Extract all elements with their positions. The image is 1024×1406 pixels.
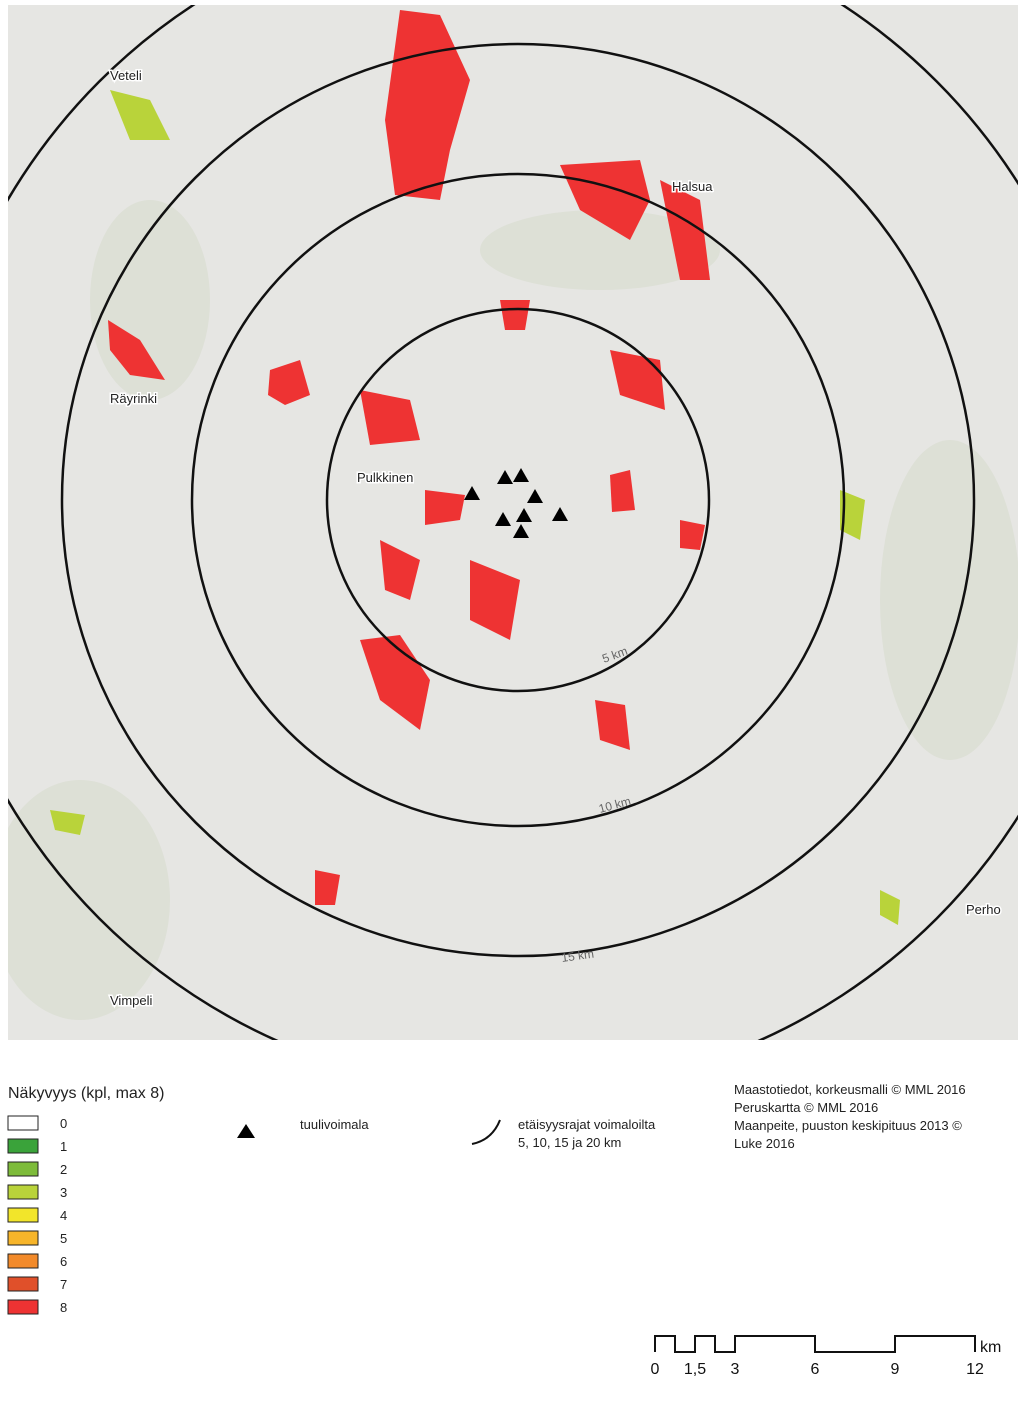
scale-label: 1,5 — [684, 1361, 706, 1378]
credit: Maanpeite, puuston keskipituus 2013 © — [734, 1118, 962, 1133]
scale-bar — [654, 1335, 976, 1353]
legend-label: 2 — [60, 1162, 67, 1177]
terrain — [8, 200, 1018, 1020]
legend-label: 3 — [60, 1185, 67, 1200]
legend-swatch — [7, 1161, 39, 1177]
legend-label: 6 — [60, 1254, 67, 1269]
legend-label: tuulivoimala — [300, 1117, 369, 1132]
legend-label: 7 — [60, 1277, 67, 1292]
turbine — [495, 512, 511, 526]
legend-swatch — [7, 1276, 39, 1292]
scale-label: 6 — [811, 1361, 820, 1378]
turbine — [497, 470, 513, 484]
legend-label: 5, 10, 15 ja 20 km — [518, 1135, 621, 1150]
legend-swatch — [7, 1207, 39, 1223]
legend-swatch — [7, 1138, 39, 1154]
legend-items: 0 1 2 3 4 5 6 7 8 — [7, 1115, 67, 1315]
credit: Peruskartta © MML 2016 — [734, 1100, 878, 1115]
legend-label: 0 — [60, 1116, 67, 1131]
map-layer: Veteli Halsua Räyrinki Pulkkinen Perho V… — [8, 5, 1018, 1040]
ring-label: 15 km — [560, 947, 594, 965]
turbine — [464, 486, 480, 500]
legend-swatch — [7, 1230, 39, 1246]
place-label: Räyrinki — [110, 391, 157, 406]
place-label: Perho — [966, 902, 1001, 917]
turbine — [527, 489, 543, 503]
place-label: Vimpeli — [110, 993, 153, 1008]
legend-label: 8 — [60, 1300, 67, 1315]
credit: Luke 2016 — [734, 1136, 795, 1151]
legend-swatch — [7, 1253, 39, 1269]
ring-symbol — [471, 1119, 501, 1145]
scale-label: 3 — [731, 1361, 740, 1378]
legend-label: 5 — [60, 1231, 67, 1246]
legend-label: etäisyysrajat voimaloilta — [518, 1117, 656, 1132]
turbine — [513, 524, 529, 538]
legend-label: 1 — [60, 1139, 67, 1154]
legend-label: 4 — [60, 1208, 67, 1223]
legend-swatch — [7, 1184, 39, 1200]
place-label: Pulkkinen — [357, 470, 413, 485]
credit: Maastotiedot, korkeusmalli © MML 2016 — [734, 1082, 966, 1097]
turbine — [552, 507, 568, 521]
place-label: Veteli — [110, 68, 142, 83]
partial-visibility — [50, 90, 900, 925]
turbines — [464, 468, 568, 538]
scale-unit: km — [980, 1339, 1001, 1356]
ring — [190, 172, 846, 828]
legend-swatch — [7, 1299, 39, 1315]
scale-label: 12 — [966, 1361, 984, 1378]
legend-swatch — [7, 1115, 39, 1131]
place-label: Halsua — [672, 179, 713, 194]
turbine — [516, 508, 532, 522]
legend-title: Näkyvyys (kpl, max 8) — [8, 1085, 164, 1102]
distance-rings — [8, 5, 1018, 1040]
ring — [325, 307, 711, 693]
scale-label: 0 — [651, 1361, 660, 1378]
turbine-symbol — [237, 1124, 255, 1138]
turbine — [513, 468, 529, 482]
ring — [60, 42, 976, 958]
scale-label: 9 — [891, 1361, 900, 1378]
